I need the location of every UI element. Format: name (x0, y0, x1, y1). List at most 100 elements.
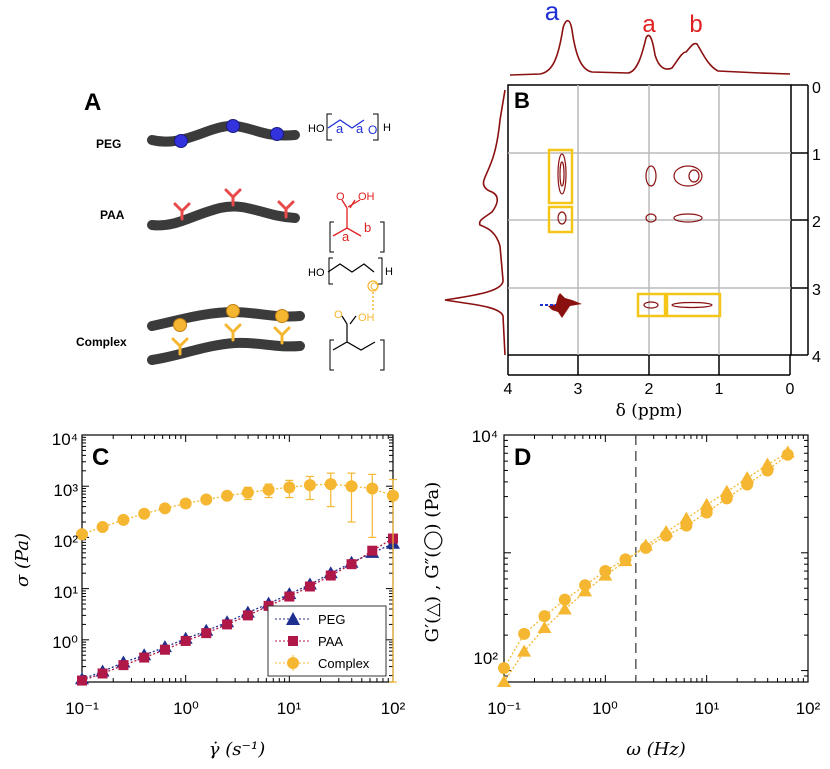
plot-d-ylabel: G′(△) , G″(◯) (Pa) (422, 482, 443, 643)
peg-bead (174, 134, 188, 148)
plot-b-xlabel: δ (ppm) (616, 401, 683, 421)
data-point-circle (720, 492, 733, 505)
y-tick-b: 2 (812, 214, 821, 231)
plot-d-marks (497, 435, 808, 687)
y-tick-c: 10⁰ (52, 633, 78, 652)
x-tick-c: 10¹ (277, 699, 302, 718)
peg-row-label: PEG (96, 137, 121, 151)
paa-chain (147, 201, 300, 231)
data-point-circle (262, 483, 275, 496)
data-point-circle (639, 541, 652, 554)
data-point-square (325, 570, 336, 581)
complex-acid-groups (171, 323, 291, 356)
data-point-square (77, 675, 87, 686)
x-tick-b: 0 (786, 381, 795, 398)
data-point-circle (387, 489, 399, 502)
peg-label-a2: a (356, 121, 364, 136)
complex-row-label: Complex (76, 335, 127, 349)
data-point-circle (324, 478, 337, 491)
data-point-triangle (679, 511, 694, 524)
series-line (503, 451, 789, 683)
data-point-square (242, 610, 253, 621)
y-tick-c: 10² (53, 532, 78, 551)
complex-paa-oxygen: O (334, 309, 343, 321)
complex-paa-brackets (329, 339, 385, 371)
complex-h: H (385, 266, 393, 278)
y-tick-c: 10³ (53, 481, 78, 500)
complex-paa-oh: OH (358, 312, 375, 324)
left-projection-spectrum (444, 89, 506, 356)
y-tick-c: 10⁴ (52, 430, 78, 449)
data-point-square (284, 591, 295, 602)
plot-b-x-ticks: 4 3 2 1 0 (504, 381, 795, 398)
top-projection-spectrum (509, 19, 791, 76)
peg-h: H (383, 122, 391, 134)
data-point-triangle (497, 675, 511, 687)
plot-b-y-ticks: 0 1 2 3 4 (812, 80, 821, 366)
data-point-triangle (699, 497, 714, 510)
complex-bead (275, 309, 289, 323)
contour-filled (548, 293, 582, 318)
x-tick-d: 10² (796, 699, 821, 718)
peg-ho: HO (308, 123, 325, 135)
peg-oxygen: O (368, 123, 377, 137)
data-point-circle (619, 553, 632, 566)
paa-groups (173, 188, 295, 221)
panel-d-label: D (514, 444, 531, 471)
data-point-circle (741, 478, 754, 491)
data-point-square (159, 644, 170, 655)
legend-marker-paa (288, 636, 298, 646)
panel-c: C 10⁻¹ 10⁰ 10¹ 10² 10⁰ 10¹ 10² 10³ 10⁴ γ… (12, 430, 406, 760)
complex-chain-bottom (147, 337, 305, 365)
data-point-square (346, 559, 357, 570)
x-tick-d: 10⁰ (592, 699, 618, 718)
y-tick-c: 10¹ (53, 583, 78, 602)
data-point-circle (200, 493, 213, 506)
complex-oxygen-ring (367, 280, 379, 292)
plot-d-x-ticks: 10⁻¹ 10⁰ 10¹ 10² (487, 699, 820, 718)
data-point-circle (680, 519, 693, 532)
data-point-triangle (517, 644, 532, 657)
data-point-circle (660, 529, 673, 542)
plot-c-xlabel: γ̇ (s⁻¹) (209, 739, 265, 760)
y-tick-b: 3 (812, 282, 821, 299)
peak-label-a-red: a (642, 11, 656, 38)
y-tick-d: 10⁴ (472, 427, 498, 446)
x-tick-b: 1 (715, 381, 724, 398)
peg-bead (226, 119, 240, 133)
paa-brackets (329, 221, 385, 253)
peg-label-a1: a (336, 121, 344, 136)
plot-c-marks (75, 435, 400, 686)
x-tick-b: 3 (574, 381, 583, 398)
y-tick-b: 0 (812, 80, 821, 97)
plot-b-grid (508, 85, 791, 355)
data-point-circle (558, 593, 571, 606)
highlight-boxes (547, 148, 722, 318)
y-tick-b: 4 (812, 349, 821, 366)
plot-c-x-ticks: 10⁻¹ 10⁰ 10¹ 10² (65, 699, 405, 718)
paa-oh: OH (358, 191, 375, 203)
data-point-circle (761, 464, 774, 477)
panel-c-label: C (92, 444, 109, 471)
data-point-square (97, 668, 108, 679)
panel-d: D 10⁻¹ 10⁰ 10¹ 10² 10² 10⁴ ω (Hz) G′(△) … (422, 427, 821, 760)
data-point-circle (158, 502, 171, 515)
data-point-circle (283, 481, 296, 494)
complex-paa-bonds (332, 315, 376, 351)
data-point-circle (345, 480, 358, 493)
data-point-triangle (537, 620, 552, 633)
data-point-circle (498, 662, 510, 675)
complex-peg-bonds (327, 263, 375, 273)
peak-label-b-red: b (689, 11, 702, 38)
data-point-circle (241, 486, 254, 499)
complex-ho: HO (308, 267, 325, 279)
data-point-circle (303, 479, 316, 492)
x-tick-c: 10⁻¹ (65, 699, 99, 718)
x-tick-b: 2 (645, 381, 654, 398)
data-point-circle (518, 627, 531, 640)
x-tick-b: 4 (504, 381, 513, 398)
legend-label-complex: Complex (318, 656, 370, 671)
plot-b-tickmarks (507, 84, 809, 376)
data-point-circle (117, 513, 130, 526)
